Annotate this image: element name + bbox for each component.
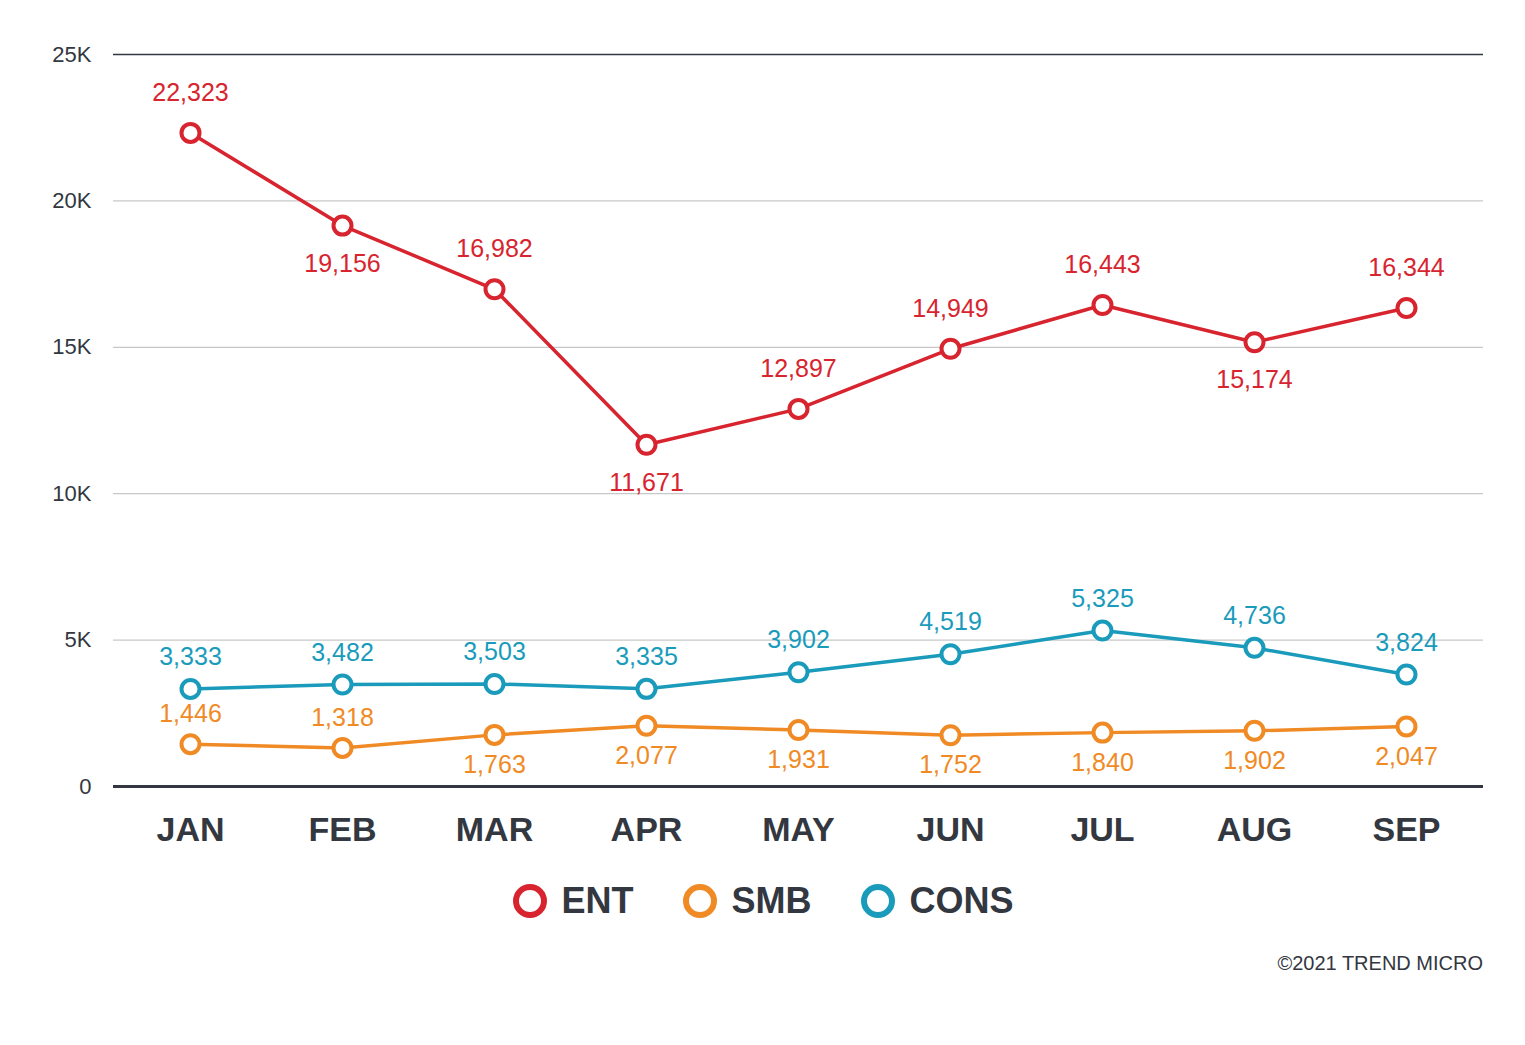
svg-text:FEB: FEB [309, 810, 377, 848]
svg-text:0: 0 [79, 774, 91, 799]
svg-text:JAN: JAN [156, 810, 224, 848]
svg-text:APR: APR [611, 810, 683, 848]
svg-text:1,931: 1,931 [767, 745, 830, 773]
svg-text:1,763: 1,763 [463, 750, 526, 778]
svg-text:10K: 10K [52, 481, 91, 506]
svg-text:19,156: 19,156 [304, 249, 380, 277]
svg-text:3,333: 3,333 [159, 642, 222, 670]
html-text:ENT: ENT [561, 880, 634, 921]
svg-text:16,982: 16,982 [456, 234, 532, 262]
svg-text:SEP: SEP [1372, 810, 1440, 848]
svg-text:1,902: 1,902 [1223, 746, 1286, 774]
svg-text:5,325: 5,325 [1071, 584, 1134, 612]
svg-text:16,443: 16,443 [1064, 250, 1140, 278]
svg-text:15K: 15K [52, 334, 91, 359]
svg-text:MAY: MAY [762, 810, 835, 848]
svg-text:JUN: JUN [916, 810, 984, 848]
svg-text:16,344: 16,344 [1368, 253, 1445, 281]
svg-text:3,824: 3,824 [1375, 628, 1438, 656]
svg-text:AUG: AUG [1217, 810, 1293, 848]
svg-text:1,752: 1,752 [919, 750, 982, 778]
svg-text:5K: 5K [65, 627, 92, 652]
svg-text:14,949: 14,949 [912, 294, 988, 322]
svg-text:1,318: 1,318 [311, 703, 374, 731]
html-text:SMB: SMB [731, 880, 812, 921]
svg-text:25K: 25K [52, 42, 91, 67]
svg-text:15,174: 15,174 [1216, 365, 1293, 393]
svg-text:20K: 20K [52, 188, 91, 213]
svg-text:1,446: 1,446 [159, 699, 222, 727]
svg-text:2,077: 2,077 [615, 741, 678, 769]
svg-text:11,671: 11,671 [609, 468, 684, 496]
html-text:CONS: CONS [909, 880, 1014, 921]
svg-text:4,736: 4,736 [1223, 601, 1286, 629]
svg-text:3,503: 3,503 [463, 637, 526, 665]
svg-text:1,840: 1,840 [1071, 748, 1134, 776]
svg-text:3,902: 3,902 [767, 625, 830, 653]
svg-text:3,482: 3,482 [311, 638, 374, 666]
svg-text:2,047: 2,047 [1375, 742, 1438, 770]
svg-text:22,323: 22,323 [152, 78, 228, 106]
html-text:©2021 TREND MICRO: ©2021 TREND MICRO [1277, 952, 1483, 974]
svg-text:3,335: 3,335 [615, 642, 678, 670]
svg-text:JUL: JUL [1070, 810, 1134, 848]
svg-text:MAR: MAR [456, 810, 533, 848]
svg-text:4,519: 4,519 [919, 607, 982, 635]
svg-text:12,897: 12,897 [760, 354, 836, 382]
